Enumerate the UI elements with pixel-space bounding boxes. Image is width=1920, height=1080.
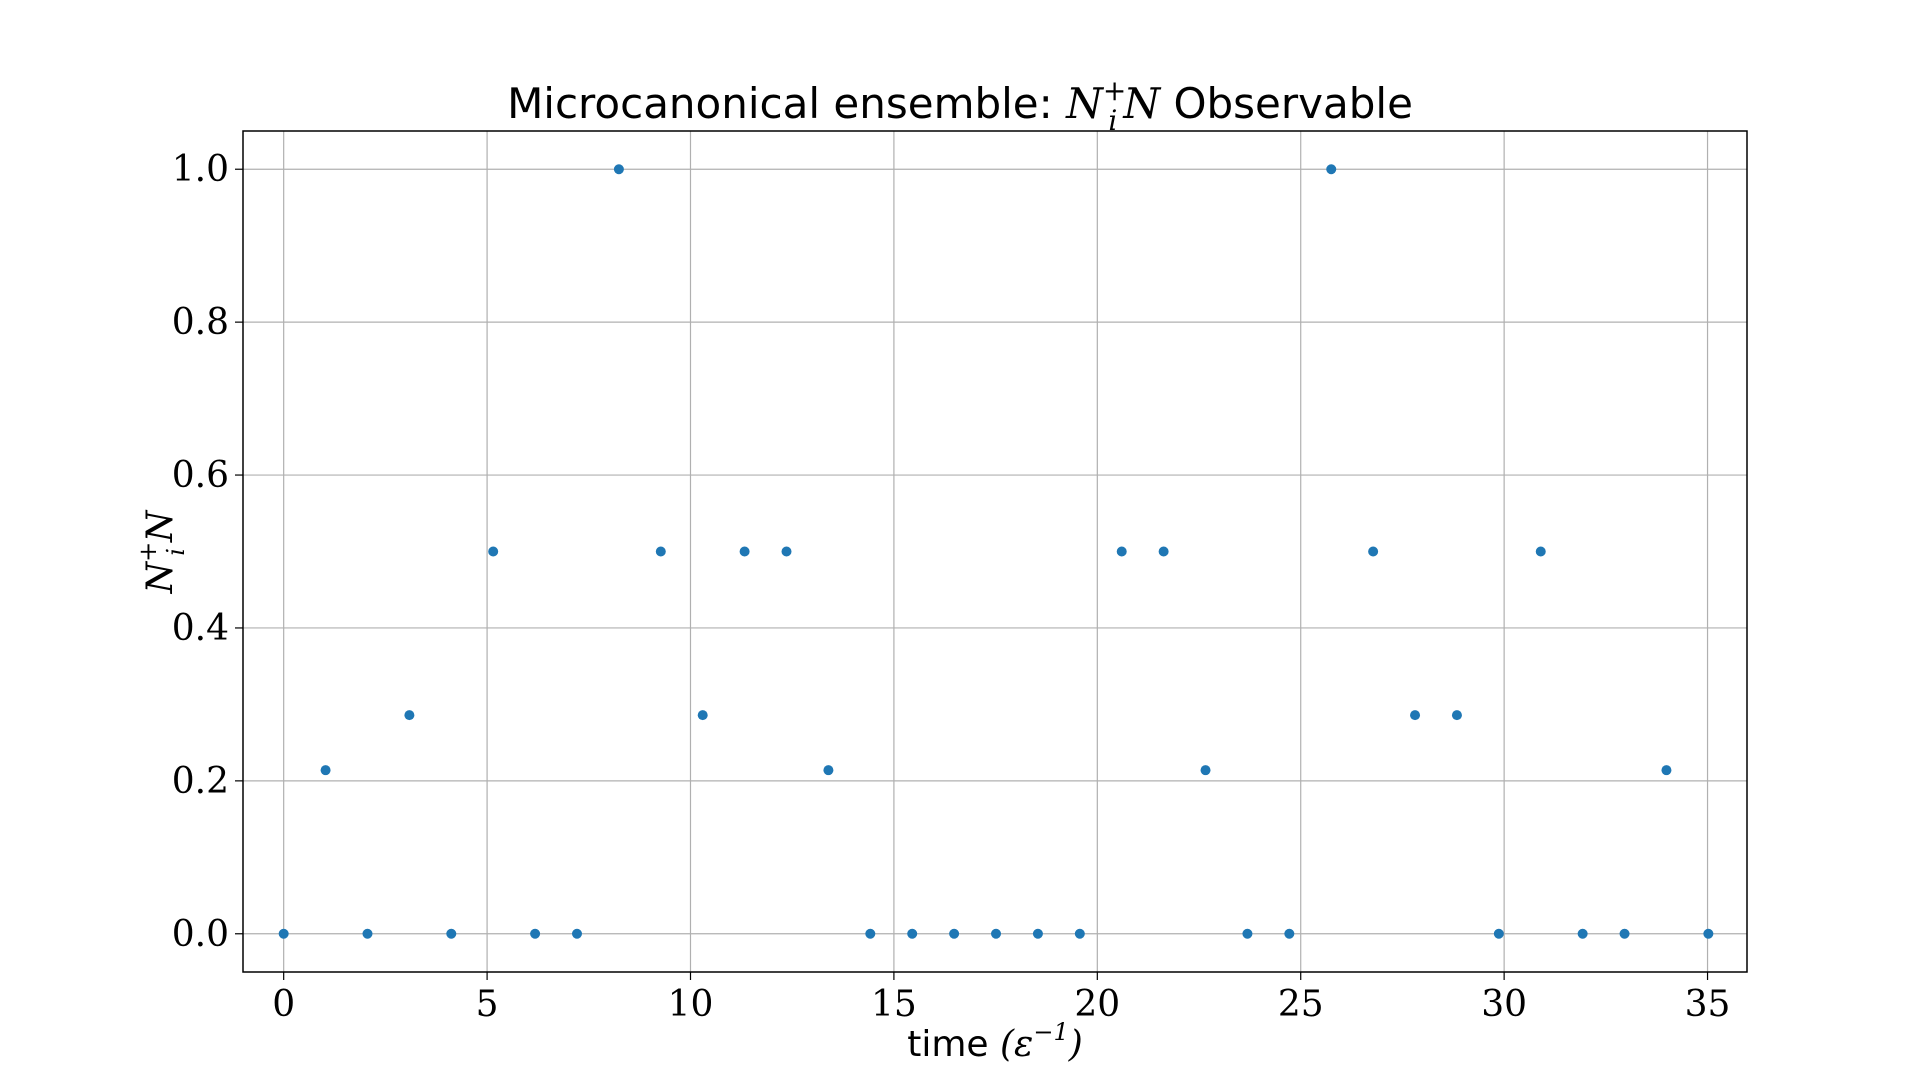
data-point: [446, 928, 457, 939]
x-tick-label: 25: [1278, 984, 1324, 1025]
data-point: [320, 765, 331, 776]
x-axis-label-paren-close: ): [1068, 1024, 1083, 1065]
x-axis-label: time (ε−1): [907, 1018, 1083, 1065]
x-tick-label: 5: [476, 984, 499, 1025]
data-point: [865, 928, 876, 939]
data-point: [1116, 546, 1127, 557]
x-axis-label-math-base: ε: [1014, 1024, 1033, 1065]
data-point: [991, 928, 1002, 939]
data-point: [404, 710, 415, 721]
data-point: [1074, 928, 1085, 939]
x-axis-label-math-sup: −1: [1033, 1018, 1068, 1046]
x-tick-label: 10: [668, 984, 714, 1025]
y-axis-label: N+iN: [134, 509, 190, 594]
data-point: [278, 928, 289, 939]
y-tick-label: 0.0: [172, 914, 229, 955]
data-point: [1284, 928, 1295, 939]
x-tick-label: 35: [1685, 984, 1731, 1025]
y-tick-label: 0.4: [172, 608, 229, 649]
chart-title-suffix: Observable: [1160, 79, 1413, 128]
data-point: [1200, 765, 1211, 776]
chart-title: Microcanonical ensemble: N+ i N Observable: [507, 74, 1413, 137]
data-point: [823, 765, 834, 776]
data-point: [1242, 928, 1253, 939]
plot-frame: [242, 130, 1748, 973]
data-point: [1032, 928, 1043, 939]
data-point: [1703, 928, 1714, 939]
data-point: [530, 928, 541, 939]
data-point: [1577, 928, 1588, 939]
data-point: [1535, 546, 1546, 557]
data-point: [1368, 546, 1379, 557]
grid-lines: [243, 131, 1747, 972]
data-points: [278, 164, 1714, 939]
data-point: [949, 928, 960, 939]
chart-title-math-sup: +: [1103, 74, 1126, 107]
chart-title-prefix: Microcanonical ensemble:: [507, 79, 1066, 128]
x-tick-label: 15: [871, 984, 917, 1025]
x-tick-label: 20: [1074, 984, 1120, 1025]
x-axis-label-paren-open: (: [1000, 1024, 1015, 1065]
data-point: [1158, 546, 1169, 557]
x-axis-label-text: time: [907, 1024, 1000, 1065]
y-axis-label-math-sup: +: [134, 542, 162, 562]
data-point: [781, 546, 792, 557]
data-point: [571, 928, 582, 939]
chart-title-math-sub: i: [1108, 104, 1117, 137]
y-tick-label: 0.6: [172, 455, 229, 496]
x-tick-label: 30: [1481, 984, 1527, 1025]
data-point: [739, 546, 750, 557]
data-point: [362, 928, 373, 939]
y-tick-label: 1.0: [172, 149, 229, 190]
data-point: [697, 710, 708, 721]
chart-title-math-base: N: [1065, 79, 1104, 128]
y-axis-label-math-base: N: [140, 560, 181, 594]
data-point: [1451, 710, 1462, 721]
data-point: [1619, 928, 1630, 939]
data-point: [907, 928, 918, 939]
data-point: [1326, 164, 1337, 175]
axis-ticks: 0 5 10 15 20 25 30 35 0.0 0.2 0.4 0.6 0.8 1.0: [172, 149, 1731, 1025]
data-point: [613, 164, 624, 175]
data-point: [1661, 765, 1672, 776]
data-point: [488, 546, 499, 557]
data-point: [1410, 710, 1421, 721]
data-point: [1493, 928, 1504, 939]
chart-title-math-tail: N: [1122, 79, 1161, 128]
data-point: [655, 546, 666, 557]
y-axis-label-math-sub: i: [162, 548, 190, 556]
y-axis-label-math-tail: N: [140, 509, 181, 543]
y-tick-label: 0.8: [172, 302, 229, 343]
y-tick-label: 0.2: [172, 761, 229, 802]
x-tick-label: 0: [272, 984, 295, 1025]
